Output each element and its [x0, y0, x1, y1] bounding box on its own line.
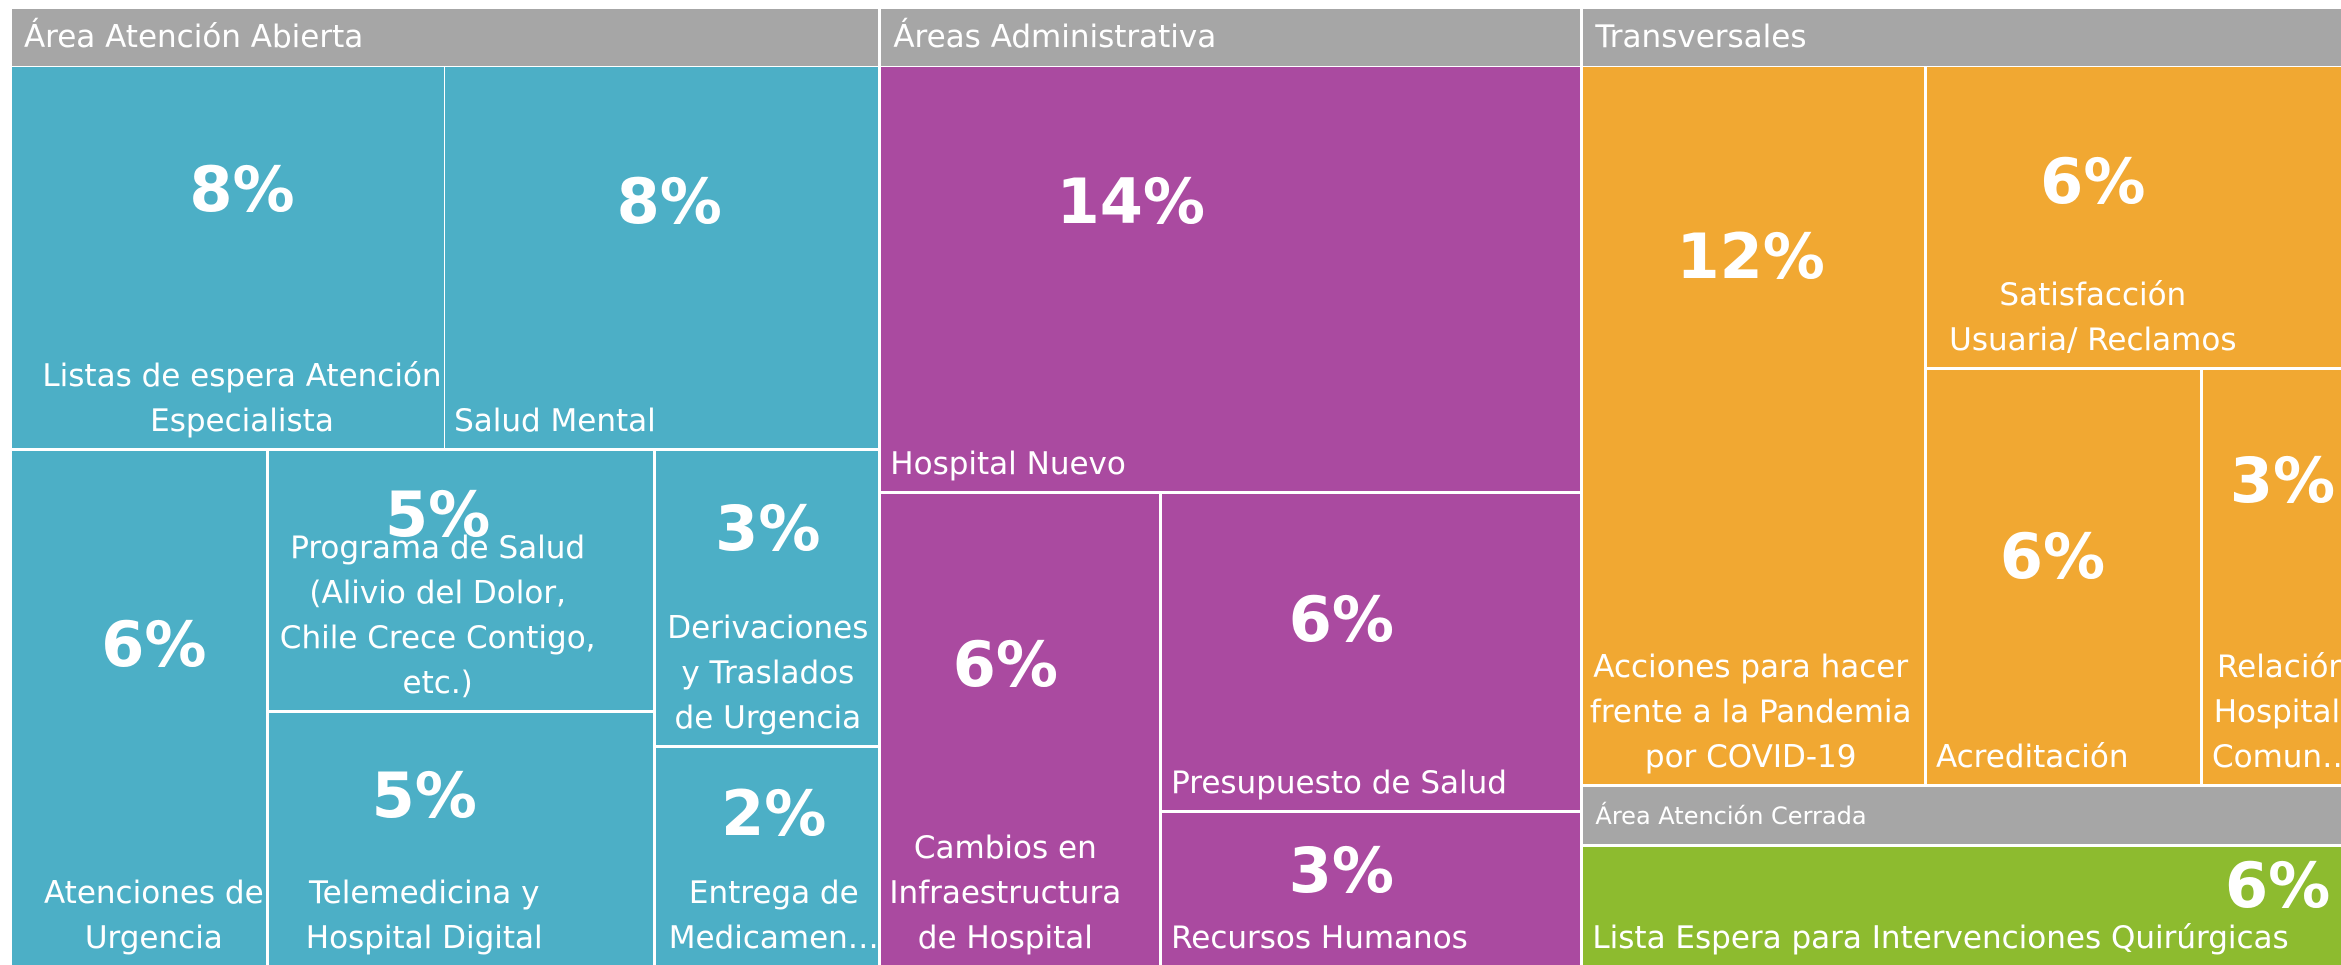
tile: 3% Derivaciones y Traslados de Urgencia: [655, 451, 879, 746]
group-header: Área Atención Cerrada: [1583, 787, 2341, 844]
tile-label: Entrega de Medicamen…: [668, 874, 879, 956]
tile-label: Cambios en Infraestructura de Hospital: [889, 829, 1122, 956]
tile: 6% Presupuesto de Salud: [1162, 494, 1581, 810]
tile: 6% Lista Espera para Intervenciones Quirú…: [1583, 846, 2341, 965]
tile-label: Lista Espera para Intervenciones Quirúrg…: [1592, 919, 2289, 956]
value-label: 8%: [616, 164, 722, 238]
tile-label: Presupuesto de Salud: [1171, 764, 1507, 801]
tile: 6% Acreditación: [1927, 370, 2201, 785]
group-header: Áreas Administrativa: [881, 8, 1581, 66]
value-label: 5%: [385, 478, 491, 552]
group-header: Área Atención Abierta: [11, 8, 879, 66]
tile-label: Acciones para hacer frente a la Pandemia…: [1589, 649, 1912, 776]
tile-label: Acreditación: [1935, 739, 2129, 776]
tile: 8% Listas de espera Atención Especialista: [11, 67, 444, 449]
value-label: 6%: [1288, 582, 1395, 656]
value-label: 3%: [715, 491, 821, 565]
tile: 14% Hospital Nuevo: [881, 67, 1581, 492]
tile: 8% Salud Mental: [445, 67, 879, 449]
tile: 3% Relación Hospital-Comun…: [2203, 370, 2341, 785]
value-label: 2%: [721, 777, 827, 851]
value-label: 6%: [1999, 520, 2106, 594]
tile: 6% Satisfacción Usuaria/ Reclamos: [1927, 67, 2341, 368]
tile: 3% Recursos Humanos: [1162, 812, 1581, 965]
value-label: 6%: [2040, 145, 2146, 219]
value-label: 3%: [1288, 833, 1395, 907]
tile-label: Listas de espera Atención Especialista: [42, 358, 442, 440]
tile-label: Derivaciones y Traslados de Urgencia: [667, 610, 869, 737]
tile-label: Relación Hospital-Comun…: [2211, 649, 2341, 776]
tile-label: Programa de Salud (Alivio del Dolor, Chi…: [279, 529, 596, 701]
tile-label: Telemedicina y Hospital Digital: [305, 874, 543, 956]
tile: 5% Telemedicina y Hospital Digital: [268, 712, 653, 965]
tile: 2% Entrega de Medicamen…: [655, 748, 879, 965]
tile-label: Hospital Nuevo: [890, 446, 1126, 483]
tile-label: Recursos Humanos: [1171, 919, 1468, 956]
value-label: 5%: [371, 759, 477, 833]
value-label: 6%: [952, 627, 1058, 701]
value-label: 14%: [1056, 164, 1205, 238]
tile: 5% Programa de Salud (Alivio del Dolor, C…: [268, 451, 653, 710]
tile-label: Atenciones de Urgencia: [44, 874, 264, 956]
tile-label: Salud Mental: [454, 403, 656, 440]
value-label: 8%: [189, 152, 295, 226]
group-header: Transversales: [1583, 8, 2341, 66]
value-label: 12%: [1676, 219, 1825, 293]
tile-label: Satisfacción Usuaria/ Reclamos: [1949, 277, 2237, 359]
value-label: 6%: [101, 608, 207, 682]
value-label: 6%: [2225, 848, 2331, 922]
value-label: 3%: [2229, 443, 2336, 517]
tile: 6% Atenciones de Urgencia: [11, 451, 266, 965]
tile: 12% Acciones para hacer frente a la Pande…: [1583, 67, 1924, 785]
tile: 6% Cambios en Infraestructura de Hospital: [881, 494, 1160, 965]
